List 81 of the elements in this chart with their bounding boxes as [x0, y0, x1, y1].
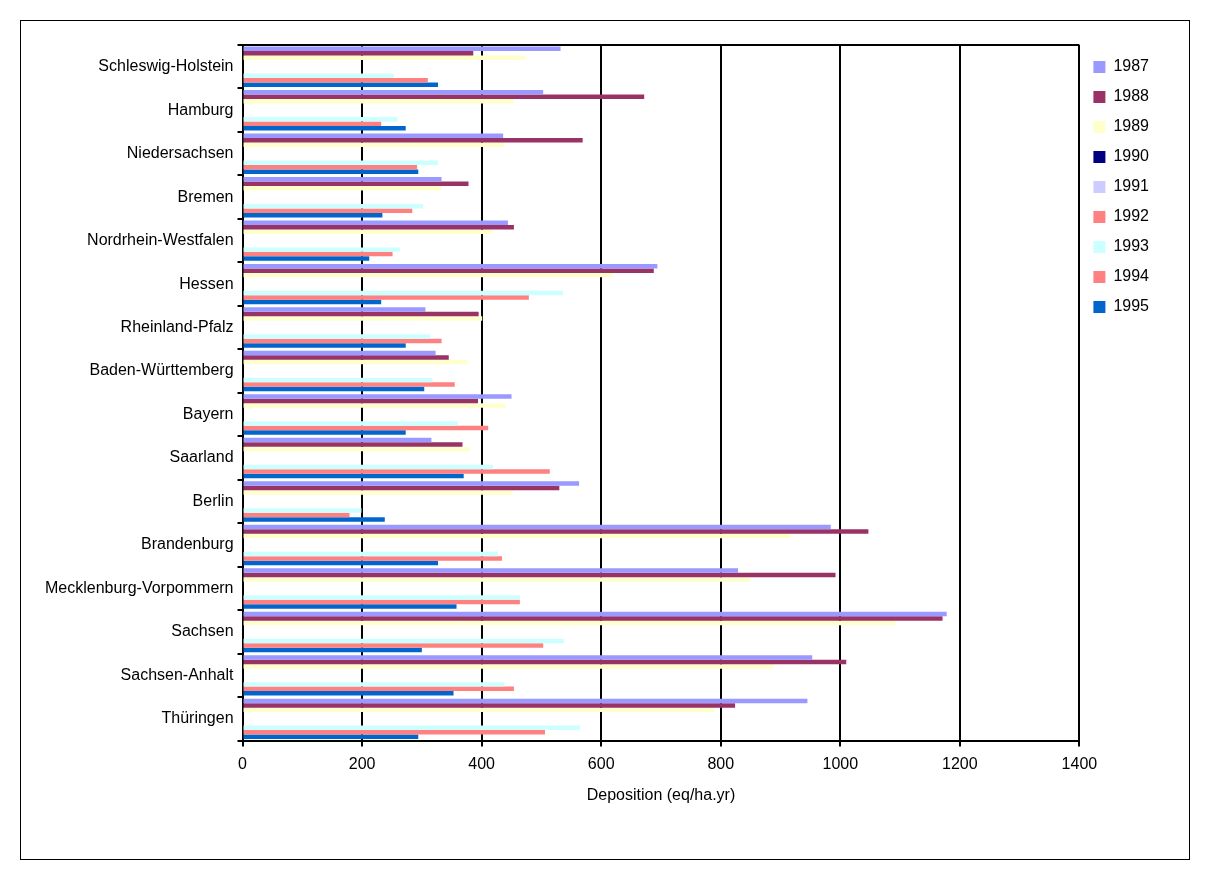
y-tick-label: Bayern [182, 404, 234, 422]
y-tick-label: Niedersachsen [126, 144, 234, 162]
bar [243, 730, 545, 735]
y-tick-label: Berlin [192, 491, 234, 509]
bar [243, 490, 513, 495]
legend-label: 1994 [1113, 267, 1150, 285]
x-tick-label: 200 [348, 754, 376, 772]
bar [243, 82, 438, 87]
bar [243, 295, 529, 300]
bar [243, 334, 431, 339]
y-tick-label: Baden-Württemberg [89, 361, 234, 379]
legend-label: 1989 [1113, 117, 1150, 135]
bar [243, 160, 438, 165]
bar [243, 121, 382, 126]
bar [243, 247, 400, 252]
x-tick-label: 1000 [822, 754, 859, 772]
bar [243, 355, 449, 360]
bar [243, 394, 512, 399]
y-tick-label: Nordrhein-Westfalen [87, 231, 234, 249]
bar [243, 208, 413, 213]
x-tick-label: 400 [468, 754, 496, 772]
bar [243, 229, 492, 234]
bar [243, 142, 505, 147]
bar [243, 643, 544, 648]
bar [243, 169, 419, 174]
y-tick-label: Saarland [169, 448, 234, 466]
bar [243, 517, 385, 522]
bar [243, 616, 943, 621]
bar [243, 307, 426, 312]
bar [243, 577, 751, 582]
bar [243, 382, 455, 387]
bar [243, 316, 483, 321]
legend-label: 1993 [1113, 237, 1150, 255]
y-tick-label: Hamburg [167, 100, 234, 118]
y-tick-label: Schleswig-Holstein [98, 57, 234, 75]
bar [243, 94, 645, 99]
y-tick-label: Sachsen-Anhalt [120, 665, 235, 683]
bar [243, 421, 458, 426]
x-tick-label: 0 [238, 754, 248, 772]
bar [243, 508, 362, 513]
y-tick-label: Mecklenburg-Vorpommern [44, 578, 234, 596]
legend-label: 1995 [1113, 297, 1150, 315]
y-tick-label: Rheinland-Pfalz [120, 317, 234, 335]
bar [243, 343, 406, 348]
bar [243, 442, 463, 447]
legend-label: 1991 [1113, 177, 1150, 195]
y-tick-label: Thüringen [161, 709, 234, 727]
bar [243, 703, 736, 708]
legend-label: 1992 [1113, 207, 1150, 225]
y-tick-label: Brandenburg [141, 535, 234, 553]
bar [243, 133, 504, 138]
legend-label: 1990 [1113, 147, 1150, 165]
bar [243, 403, 506, 408]
bar [243, 481, 580, 486]
bar [243, 181, 469, 186]
bar [243, 691, 454, 696]
bar [243, 655, 813, 660]
x-axis-title: Deposition (eq/ha.yr) [586, 785, 736, 803]
bar [243, 256, 370, 261]
bar [243, 595, 520, 600]
y-tick-label: Sachsen [171, 622, 234, 640]
bar [243, 664, 774, 669]
legend-label: 1987 [1113, 57, 1150, 75]
bar [243, 568, 739, 573]
legend-label: 1988 [1113, 87, 1150, 105]
bar [243, 529, 869, 534]
bar [243, 682, 505, 687]
x-tick-label: 600 [587, 754, 615, 772]
x-tick-label: 1400 [1061, 754, 1098, 772]
bar [243, 556, 502, 561]
bar [243, 73, 394, 78]
bar [243, 268, 654, 273]
bar [243, 469, 550, 474]
bar [243, 430, 406, 435]
y-tick-label: Bremen [177, 187, 234, 205]
bar [243, 604, 457, 609]
y-tick-label: Hessen [179, 274, 234, 292]
x-tick-label: 800 [707, 754, 735, 772]
x-tick-label: 1200 [942, 754, 978, 772]
bar [243, 51, 474, 56]
bar [243, 220, 508, 225]
